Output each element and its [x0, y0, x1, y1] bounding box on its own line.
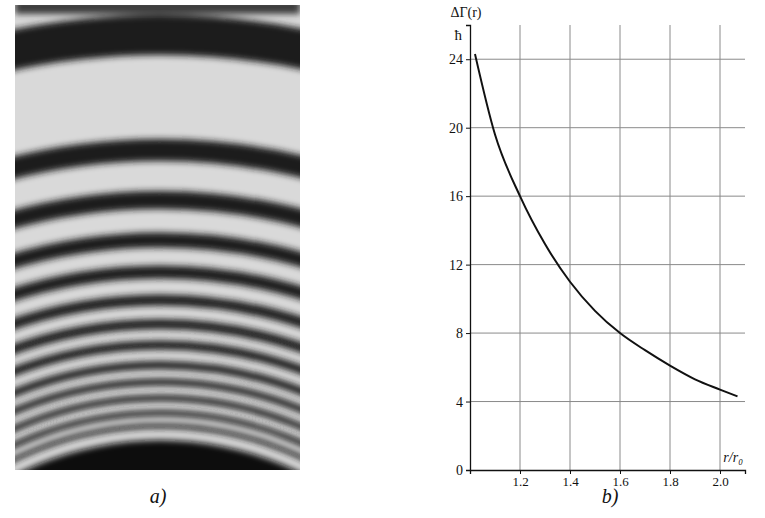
- y-tick: 12: [449, 258, 470, 273]
- y-tick-label: 8: [456, 326, 463, 341]
- x-tick-label: 1.8: [662, 474, 678, 489]
- fringe: [15, 272, 300, 470]
- fringe: [15, 300, 300, 470]
- y-axis-title: ΔΓ(r): [450, 5, 481, 21]
- fringe: [15, 382, 300, 470]
- y-tick-mark: [466, 333, 470, 334]
- y-tick: 16: [449, 189, 470, 204]
- x-tick-label: 1.4: [562, 474, 579, 489]
- canvas: a)1.21.41.61.82.004812162024ΔΓ(r)ħr/r₀b): [0, 0, 765, 518]
- fringe: [15, 324, 300, 470]
- y-axis-line: [466, 26, 471, 471]
- fringe: [15, 35, 300, 470]
- y-tick-mark: [466, 402, 470, 403]
- grid-line-y: [470, 127, 745, 128]
- fringe: [15, 426, 300, 470]
- panel-label: a): [150, 485, 167, 508]
- photo-top: [15, 5, 300, 14]
- grid-line-y: [470, 264, 745, 265]
- x-tick: 2.0: [712, 470, 728, 489]
- y-tick-mark: [466, 59, 470, 60]
- grid-line-x: [520, 25, 521, 470]
- x-tick-label: 2.0: [712, 474, 728, 489]
- x-axis-title: r/r₀: [723, 450, 743, 465]
- fringe: [15, 398, 300, 470]
- grid-line-x: [720, 25, 721, 470]
- y-axis: 0 4 8 12 16 20 24: [449, 26, 471, 478]
- y-tick-mark: [466, 265, 470, 266]
- fringes: [15, 5, 300, 470]
- y-tick: 4: [456, 395, 470, 410]
- grid: [470, 25, 745, 470]
- y-axis-unit: ħ: [455, 27, 463, 43]
- y-tick-mark: [466, 128, 470, 129]
- grid-line-y: [470, 333, 745, 334]
- y-tick-mark: [466, 196, 470, 197]
- fringe: [15, 365, 300, 470]
- fringe: [15, 150, 300, 470]
- grid-line-y: [470, 401, 745, 402]
- y-tick-label: 16: [449, 189, 463, 204]
- grid-line-y: [470, 59, 745, 60]
- x-tick: 1.8: [662, 470, 678, 489]
- y-tick-label: 0: [456, 463, 463, 478]
- y-tick-label: 12: [449, 258, 463, 273]
- grid-line-x: [670, 25, 671, 470]
- fringe: [15, 240, 300, 470]
- fringe-core: [15, 440, 300, 470]
- y-tick: 8: [456, 326, 470, 341]
- curve: [475, 54, 738, 396]
- y-tick: 24: [449, 52, 470, 67]
- y-tick-label: 4: [456, 395, 463, 410]
- x-tick: 1.2: [512, 470, 528, 489]
- y-tick: 0: [456, 463, 470, 478]
- fringe: [15, 413, 300, 470]
- photo: [15, 5, 300, 470]
- y-tick-label: 20: [449, 121, 463, 136]
- y-tick-mark: [466, 470, 470, 471]
- y-tick-label: 24: [449, 52, 463, 67]
- y-tick: 20: [449, 121, 470, 136]
- grid-line-x: [570, 25, 571, 470]
- x-tick-label: 1.2: [512, 474, 528, 489]
- panel-label: b): [602, 485, 619, 508]
- plot-area: [475, 54, 738, 396]
- fringe: [15, 200, 300, 470]
- grid-line-y: [470, 196, 745, 197]
- fringe: [15, 345, 300, 470]
- grid-line-x: [620, 25, 621, 470]
- x-tick: 1.4: [562, 470, 579, 489]
